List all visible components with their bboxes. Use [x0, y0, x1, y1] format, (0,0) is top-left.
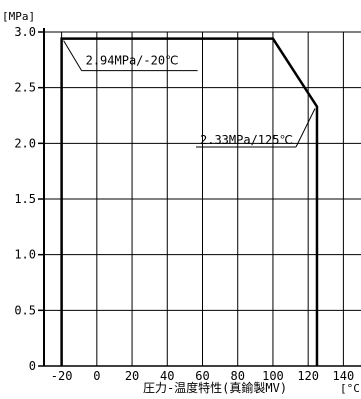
annotation-label: 2.94MPa/-20℃ [86, 54, 179, 68]
annotation-leader [295, 108, 316, 148]
tick-labels: 0 0.5 1.0 1.5 2.0 2.5 3.0 -20 0 20 40 60 80 100 120 140 [14, 25, 354, 383]
y-tick-label: 1.5 [14, 192, 36, 206]
y-tick-label: 0.5 [14, 303, 36, 317]
annotation-leader [63, 40, 83, 71]
x-tick-label: 20 [125, 369, 139, 383]
x-tick-label: 40 [160, 369, 174, 383]
x-tick-label: -20 [51, 369, 73, 383]
series-line [60, 37, 319, 366]
x-tick-label: 100 [262, 369, 284, 383]
y-tick-label: 1.0 [14, 248, 36, 262]
series-group [60, 37, 319, 366]
x-tick-label: 120 [297, 369, 319, 383]
grid [44, 31, 361, 367]
chart-caption: 圧力-温度特性(真鍮製MV) [143, 380, 287, 395]
x-tick-label: 80 [230, 369, 244, 383]
y-unit-label: [MPa] [2, 10, 35, 23]
x-unit-label: [°C] [340, 382, 361, 395]
annotations: 2.94MPa/-20℃ 2.33MPa/125℃ [63, 40, 316, 148]
y-tick-label: 3.0 [14, 25, 36, 39]
x-tick-label: 0 [93, 369, 100, 383]
annotation-label: 2.33MPa/125℃ [200, 133, 293, 147]
y-tick-label: 2.0 [14, 136, 36, 150]
axes [38, 28, 361, 367]
x-tick-label: 140 [333, 369, 355, 383]
y-tick-label: 0 [29, 359, 36, 373]
x-tick-label: 60 [195, 369, 209, 383]
y-tick-label: 2.5 [14, 81, 36, 95]
